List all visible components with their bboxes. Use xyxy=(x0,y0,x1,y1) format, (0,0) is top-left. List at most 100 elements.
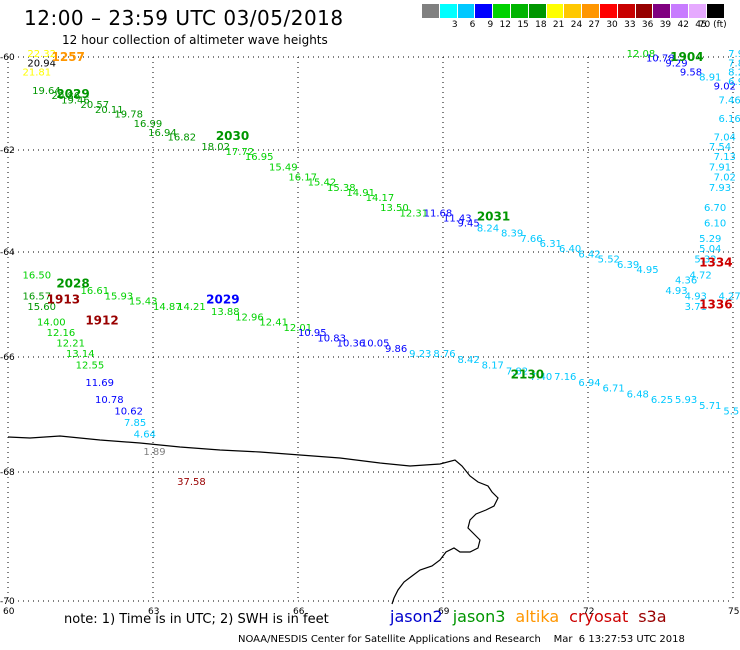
wave-height-value: 37.58 xyxy=(177,477,206,488)
pass-time-label: 2028 xyxy=(56,277,89,291)
legend-jason3: jason3 xyxy=(452,607,506,626)
colorbar-label: 18 xyxy=(535,20,547,30)
wave-height-value: 20.94 xyxy=(27,58,56,69)
longitude-tick-label: 63 xyxy=(148,607,159,617)
wave-height-value: 6.70 xyxy=(704,203,726,214)
colorbar-swatch xyxy=(671,4,689,18)
colorbar-swatch xyxy=(546,4,565,18)
pass-time-label: 2029 xyxy=(206,292,239,306)
colorbar-swatch xyxy=(528,4,547,18)
wave-height-value: 7.04 xyxy=(714,133,736,144)
legend-s3a: s3a xyxy=(638,607,667,626)
wave-height-value: 6.42 xyxy=(578,249,600,260)
wave-height-value: 5.93 xyxy=(675,395,697,406)
wave-height-value: 15.38 xyxy=(327,183,356,194)
wave-height-value: 12.31 xyxy=(400,208,429,219)
wave-height-value: 7.93 xyxy=(709,183,731,194)
wave-height-value: 20.57 xyxy=(81,100,110,111)
page-subtitle: 12 hour collection of altimeter wave hei… xyxy=(62,33,328,47)
wave-height-value: 6.94 xyxy=(578,378,600,389)
wave-height-value: 9.02 xyxy=(714,82,736,93)
wave-height-value: 16.50 xyxy=(23,270,52,281)
wave-height-value: 16.94 xyxy=(148,128,177,139)
legend-altika: altika xyxy=(515,607,560,626)
legend-cryosat: cryosat xyxy=(569,607,629,626)
colorbar-label: 27 xyxy=(588,20,600,30)
footer-credit: NOAA/NESDIS Center for Satellite Applica… xyxy=(238,634,685,645)
wave-height-value: 10.62 xyxy=(114,407,143,418)
wave-height-value: 5.71 xyxy=(699,401,721,412)
wave-height-value: 12.96 xyxy=(235,312,264,323)
wave-height-value: 22.32 xyxy=(27,49,56,60)
pass-time-label: 1336 xyxy=(699,298,732,312)
wave-height-value: 4.72 xyxy=(690,270,712,281)
wave-height-value: 7.16 xyxy=(554,372,576,383)
pass-time-label: 2130 xyxy=(511,367,544,381)
wave-height-value: 5.04 xyxy=(699,244,721,255)
wave-height-value: 12.21 xyxy=(56,339,85,350)
wave-height-value: 5.56 xyxy=(723,407,740,418)
wave-height-value: 8.17 xyxy=(482,361,504,372)
longitude-tick-label: 72 xyxy=(583,607,594,617)
wave-height-value: 12.08 xyxy=(627,49,656,60)
wave-height-value: 7.82 xyxy=(506,366,528,377)
wave-height-value: 4.27 xyxy=(719,291,740,302)
colorbar-label: 33 xyxy=(624,20,636,30)
wave-height-value: 10.78 xyxy=(95,395,124,406)
colorbar-swatch xyxy=(457,4,476,18)
wave-height-value: 13.14 xyxy=(66,349,95,360)
wave-height-value: 16.82 xyxy=(168,133,197,144)
wave-height-value: 6.25 xyxy=(651,395,673,406)
wave-height-value: 12.41 xyxy=(259,318,288,329)
colorbar-swatch xyxy=(510,4,529,18)
wave-height-value: 11.43 xyxy=(443,213,472,224)
colorbar-label: 3 xyxy=(451,20,458,30)
wave-height-value: 6.16 xyxy=(719,114,740,125)
wave-height-value: 16.61 xyxy=(81,286,110,297)
wave-height-value: 7.54 xyxy=(709,142,731,153)
wave-height-value: 4.95 xyxy=(636,265,658,276)
colorbar-label: 39 xyxy=(659,20,672,30)
wave-height-value: 9.23 xyxy=(409,349,431,360)
colorbar-label: 12 xyxy=(499,20,511,30)
wave-height-value: 12.55 xyxy=(76,361,105,372)
wave-height-value: 5.32 xyxy=(694,255,716,266)
wave-height-value: 4.93 xyxy=(685,291,707,302)
colorbar-swatch xyxy=(706,4,725,18)
wave-height-value: 4.93 xyxy=(665,286,687,297)
colorbar-swatch xyxy=(599,4,618,18)
colorbar-label: 42 xyxy=(677,20,689,30)
colorbar-label: 15 xyxy=(517,20,529,30)
wave-height-value: 14.00 xyxy=(37,318,66,329)
wave-height-value: 13.88 xyxy=(211,307,240,318)
wave-height-value: 7.86 xyxy=(728,58,740,69)
wave-height-value: 15.93 xyxy=(105,291,134,302)
colorbar-swatch xyxy=(653,4,672,18)
colorbar-swatch xyxy=(582,4,600,18)
wave-height-value: 7.40 xyxy=(530,372,552,383)
colorbar-swatch xyxy=(688,4,707,18)
graticule xyxy=(7,56,734,602)
page-title: 12:00 – 23:59 UTC 03/05/2018 xyxy=(24,6,344,30)
wave-height-value: 7.13 xyxy=(714,152,736,163)
wave-height-value: 7.91 xyxy=(709,162,731,173)
wave-height-value: 16.99 xyxy=(134,119,163,130)
colorbar-label: 21 xyxy=(552,20,565,30)
wave-height-value: 13.50 xyxy=(380,203,409,214)
wave-height-value: 5.52 xyxy=(598,255,620,266)
wave-height-value: 16.17 xyxy=(288,173,317,184)
wave-height-value: 8.26 xyxy=(728,68,740,79)
wave-height-value: 6.40 xyxy=(559,244,581,255)
wave-height-tracks: 22.3220.9421.81125719.6420.8619.4620.572… xyxy=(23,49,740,488)
wave-height-value: 19.64 xyxy=(32,86,61,97)
colorbar-swatch xyxy=(493,4,511,18)
wave-height-value: 5.29 xyxy=(699,234,721,245)
wave-height-value: 10.78 xyxy=(646,54,675,65)
colorbar-label: 70 (ft) xyxy=(698,20,727,30)
colorbar-label: 30 xyxy=(606,20,618,30)
units-note: note: 1) Time is in UTC; 2) SWH is in fe… xyxy=(64,612,329,627)
latitude-tick-label: -68 xyxy=(0,468,15,478)
colorbar-swatch xyxy=(475,4,494,18)
satellite-legend: jason2 jason3 altika cryosat s3a xyxy=(390,607,677,626)
